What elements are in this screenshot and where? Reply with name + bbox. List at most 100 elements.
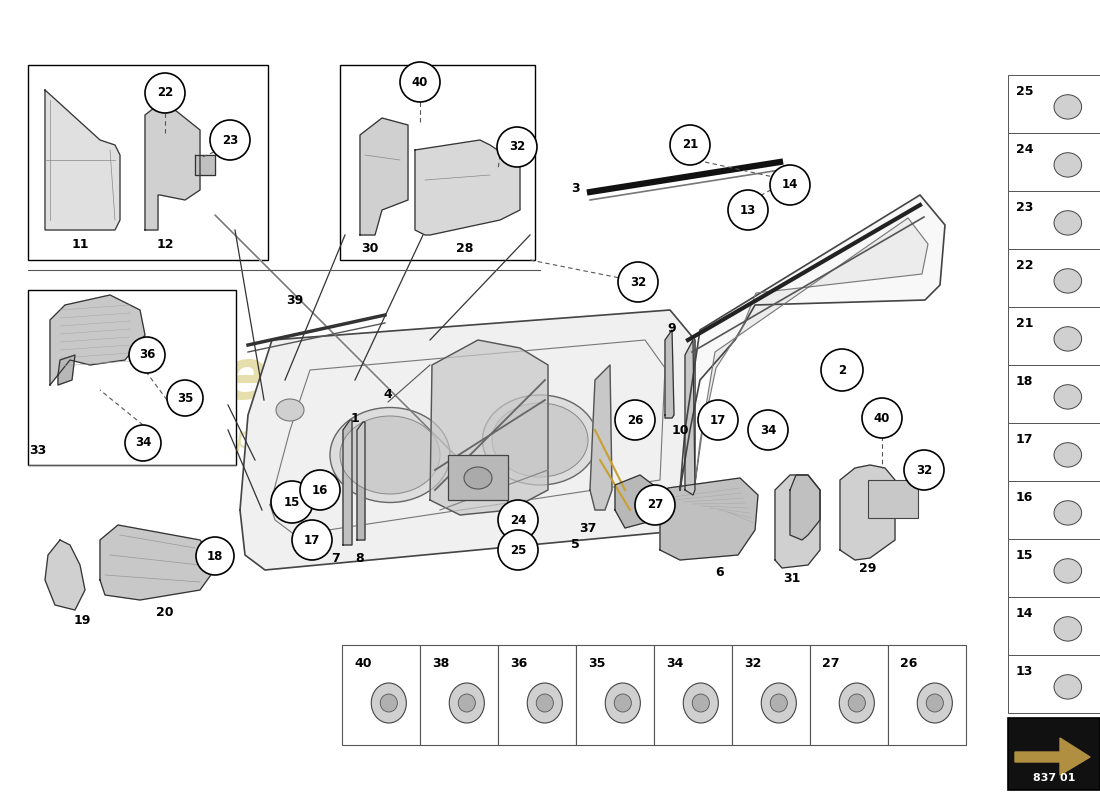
Text: 15: 15 <box>1016 549 1034 562</box>
Bar <box>810 645 888 745</box>
Ellipse shape <box>492 403 588 477</box>
Text: 14: 14 <box>782 178 799 191</box>
Bar <box>868 480 918 518</box>
Ellipse shape <box>1054 442 1081 467</box>
Bar <box>498 645 576 745</box>
Text: 21: 21 <box>1016 317 1034 330</box>
Bar <box>732 645 810 745</box>
Circle shape <box>670 125 710 165</box>
Text: 5: 5 <box>571 538 580 551</box>
Text: 3: 3 <box>571 182 580 194</box>
Text: 7: 7 <box>331 551 340 565</box>
Text: euroejtros: euroejtros <box>219 346 641 414</box>
Polygon shape <box>145 105 200 230</box>
Text: 25: 25 <box>509 543 526 557</box>
Text: 33: 33 <box>30 443 46 457</box>
Circle shape <box>698 400 738 440</box>
Ellipse shape <box>1054 269 1081 293</box>
Polygon shape <box>1015 738 1090 775</box>
Ellipse shape <box>917 683 953 723</box>
Text: 34: 34 <box>135 437 151 450</box>
Circle shape <box>770 165 810 205</box>
Text: 34: 34 <box>666 657 683 670</box>
Bar <box>1008 539 1100 597</box>
Text: 38: 38 <box>432 657 449 670</box>
Text: 26: 26 <box>627 414 644 426</box>
Text: 27: 27 <box>822 657 839 670</box>
Text: 23: 23 <box>222 134 238 146</box>
Text: 14: 14 <box>1016 607 1034 620</box>
Ellipse shape <box>372 683 406 723</box>
Text: 27: 27 <box>647 498 663 511</box>
Ellipse shape <box>1054 385 1081 409</box>
Text: 15: 15 <box>284 495 300 509</box>
Polygon shape <box>45 540 85 610</box>
Polygon shape <box>195 155 214 175</box>
Text: 40: 40 <box>411 75 428 89</box>
Text: 17: 17 <box>304 534 320 546</box>
Circle shape <box>145 73 185 113</box>
Ellipse shape <box>848 694 866 712</box>
Bar <box>1008 191 1100 249</box>
Text: 21: 21 <box>682 138 698 151</box>
Text: 29: 29 <box>859 562 877 574</box>
Ellipse shape <box>1054 153 1081 177</box>
Polygon shape <box>415 140 520 235</box>
Text: 12: 12 <box>156 238 174 251</box>
Ellipse shape <box>770 694 788 712</box>
Polygon shape <box>358 422 365 540</box>
Text: 25: 25 <box>1016 85 1034 98</box>
Polygon shape <box>840 465 895 560</box>
Text: 4: 4 <box>384 389 393 402</box>
Ellipse shape <box>1054 94 1081 119</box>
Text: 23: 23 <box>1016 201 1033 214</box>
Ellipse shape <box>683 683 718 723</box>
Polygon shape <box>343 420 352 545</box>
Bar <box>28 290 236 465</box>
Polygon shape <box>590 365 612 510</box>
Bar <box>1008 718 1100 790</box>
Text: 24: 24 <box>1016 143 1034 156</box>
Bar <box>1008 655 1100 713</box>
Bar <box>654 645 732 745</box>
Ellipse shape <box>1054 617 1081 641</box>
Text: 13: 13 <box>1016 665 1033 678</box>
Ellipse shape <box>839 683 875 723</box>
Text: 31: 31 <box>783 571 801 585</box>
Ellipse shape <box>527 683 562 723</box>
Polygon shape <box>50 295 145 385</box>
Bar <box>1008 481 1100 539</box>
Text: 10: 10 <box>671 423 689 437</box>
Ellipse shape <box>692 694 710 712</box>
Polygon shape <box>660 478 758 560</box>
Polygon shape <box>680 195 945 490</box>
Text: 26: 26 <box>900 657 917 670</box>
Text: 40: 40 <box>873 411 890 425</box>
Text: a passion for cars since 1955: a passion for cars since 1955 <box>207 426 653 454</box>
Text: 39: 39 <box>286 294 304 306</box>
Circle shape <box>129 337 165 373</box>
Circle shape <box>862 398 902 438</box>
Ellipse shape <box>483 395 597 485</box>
Polygon shape <box>100 525 218 600</box>
Polygon shape <box>776 475 820 568</box>
Polygon shape <box>214 215 482 482</box>
Text: 36: 36 <box>139 349 155 362</box>
Polygon shape <box>58 355 75 385</box>
Text: 35: 35 <box>588 657 605 670</box>
Text: 22: 22 <box>157 86 173 99</box>
Circle shape <box>615 400 654 440</box>
Ellipse shape <box>464 467 492 489</box>
Text: 32: 32 <box>509 141 525 154</box>
Text: 22: 22 <box>1016 259 1034 272</box>
Circle shape <box>210 120 250 160</box>
Polygon shape <box>685 340 695 495</box>
Ellipse shape <box>340 416 440 494</box>
Text: 36: 36 <box>510 657 527 670</box>
Circle shape <box>635 485 675 525</box>
Ellipse shape <box>381 694 397 712</box>
Ellipse shape <box>1054 558 1081 583</box>
Text: 17: 17 <box>710 414 726 426</box>
Bar <box>1008 365 1100 423</box>
Circle shape <box>292 520 332 560</box>
